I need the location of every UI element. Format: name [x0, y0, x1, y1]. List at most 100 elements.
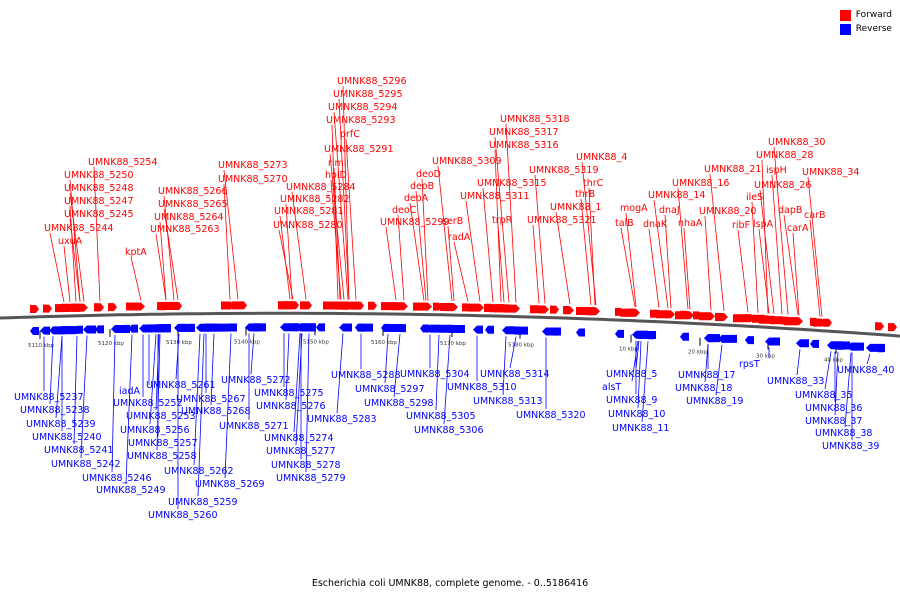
reverse-gene-label: UMNK88_19: [686, 396, 743, 407]
reverse-gene-label: UMNK88_10: [608, 409, 665, 420]
forward-swatch: [839, 9, 851, 21]
forward-gene-arrow: [699, 312, 715, 321]
forward-gene-label: nhaA: [678, 218, 703, 229]
forward-gene-leader: [69, 192, 85, 302]
reverse-gene-leader: [635, 340, 640, 369]
forward-gene-leader: [809, 219, 821, 317]
reverse-gene-leader: [175, 333, 180, 380]
reverse-gene-leader: [502, 336, 507, 396]
forward-gene-label: serB: [442, 216, 463, 227]
forward-gene-arrow: [485, 303, 494, 312]
forward-gene-leader: [69, 205, 77, 302]
forward-gene-arrow: [420, 302, 429, 311]
reverse-gene-label: UMNK88_5275: [254, 388, 324, 399]
reverse-gene-leader: [197, 333, 205, 497]
reverse-gene-arrow: [810, 339, 819, 348]
forward-gene-arrow: [126, 302, 145, 311]
forward-gene-leader: [69, 218, 81, 302]
forward-gene-label: UMNK88_5299: [380, 217, 450, 228]
forward-gene-label: UMNK88_5293: [326, 115, 396, 126]
forward-gene-label: uxuA: [58, 236, 83, 247]
reverse-gene-label: UMNK88_5241: [44, 445, 114, 456]
forward-gene-leader: [494, 136, 510, 303]
forward-gene-label: dapB: [778, 205, 802, 216]
reverse-gene-leader: [210, 333, 215, 406]
reverse-gene-leader: [631, 340, 639, 382]
reverse-gene-leader: [55, 336, 63, 419]
reverse-gene-leader: [293, 333, 301, 433]
reverse-gene-label: UMNK88_5272: [221, 375, 291, 386]
forward-gene-label: rimI: [328, 158, 347, 169]
reverse-gene-leader: [796, 349, 801, 376]
reverse-gene-label: UMNK88_5260: [148, 510, 218, 521]
forward-gene-leader: [453, 241, 469, 302]
reverse-gene-arrow: [316, 323, 325, 332]
reverse-gene-arrow: [771, 337, 780, 346]
forward-gene-leader: [285, 203, 293, 300]
forward-gene-arrow: [530, 305, 543, 314]
forward-gene-label: dnaK: [643, 219, 668, 230]
forward-gene-leader: [683, 227, 691, 310]
forward-gene-leader: [338, 98, 350, 300]
forward-gene-arrow: [615, 307, 624, 316]
reverse-gene-leader: [336, 333, 344, 414]
reverse-gene-label: UMNK88_37: [805, 416, 862, 427]
forward-gene-arrow: [303, 301, 312, 310]
forward-gene-leader: [465, 200, 481, 302]
forward-gene-label: UMNK88_5270: [218, 174, 288, 185]
reverse-gene-label: UMNK88_5297: [355, 384, 425, 395]
forward-gene-label: deoA: [404, 193, 429, 204]
forward-gene-leader: [291, 191, 307, 300]
reverse-gene-arrow: [745, 336, 754, 345]
genome-backbone: [0, 311, 900, 338]
forward-gene-arrow: [810, 317, 819, 326]
forward-gene-leader: [580, 198, 592, 306]
scale-label: 5120 kbp: [98, 341, 124, 347]
forward-gene-leader: [63, 245, 71, 302]
forward-gene-leader: [331, 124, 339, 300]
reverse-gene-arrow: [83, 325, 96, 334]
forward-gene-leader: [397, 214, 405, 301]
legend: Forward Reverse: [839, 8, 892, 36]
forward-gene-label: UMNK88_5250: [64, 170, 134, 181]
forward-gene-label: UMNK88_20: [699, 206, 756, 217]
reverse-gene-arrow: [290, 323, 299, 332]
scale-label: 20 kbp: [688, 350, 707, 356]
forward-gene-arrow: [225, 301, 234, 310]
legend-reverse: Reverse: [839, 22, 892, 36]
forward-gene-label: UMNK88_5291: [324, 144, 394, 155]
forward-gene-leader: [421, 178, 429, 301]
forward-gene-label: UMNK88_5309: [432, 156, 502, 167]
forward-gene-leader: [163, 195, 175, 301]
forward-gene-arrow: [539, 305, 549, 314]
reverse-gene-leader: [156, 334, 161, 451]
forward-gene-label: UMNK88_21: [704, 164, 761, 175]
forward-gene-leader: [279, 215, 291, 300]
forward-gene-leader: [223, 183, 231, 300]
reverse-gene-arrow: [186, 323, 195, 332]
forward-gene-arrow: [468, 303, 484, 312]
forward-gene-label: talB: [615, 218, 634, 229]
scale-label: 5180 kbp: [508, 343, 534, 349]
reverse-gene-leader: [435, 334, 440, 411]
reverse-gene-leader: [193, 333, 201, 466]
reverse-gene-label: UMNK88_5258: [127, 451, 197, 462]
reverse-swatch: [839, 23, 851, 35]
reverse-gene-leader: [509, 336, 517, 369]
reverse-gene-label: rpsT: [739, 359, 760, 370]
forward-gene-label: UMNK88_5280: [273, 220, 343, 231]
reverse-gene-leader: [250, 333, 255, 375]
reverse-gene-arrow: [160, 324, 169, 333]
reverse-gene-leader: [393, 334, 401, 398]
forward-gene-leader: [555, 211, 571, 305]
reverse-gene-arrow: [175, 323, 185, 332]
forward-gene-label: dnaJ: [659, 205, 680, 216]
reverse-gene-arrow: [355, 323, 364, 332]
reverse-gene-label: UMNK88_5256: [120, 425, 190, 436]
forward-gene-leader: [49, 232, 65, 303]
forward-gene-label: UMNK88_5316: [489, 140, 559, 151]
forward-gene-label: UMNK88_5264: [154, 212, 224, 223]
reverse-gene-label: UMNK88_18: [675, 383, 732, 394]
forward-gene-label: UMNK88_5247: [64, 196, 134, 207]
